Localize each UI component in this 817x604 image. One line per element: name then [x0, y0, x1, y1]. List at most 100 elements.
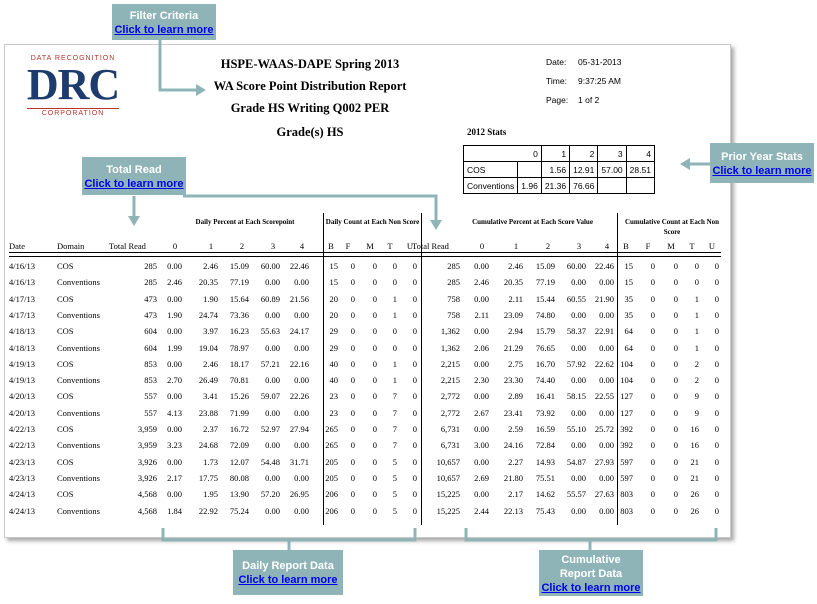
table-cell: 0: [372, 472, 377, 483]
table-cell: 0: [650, 472, 655, 483]
table-cell: 0: [372, 293, 377, 304]
table-cell: 0.00: [167, 293, 182, 304]
prior-learn-more-link[interactable]: Click to learn more: [712, 165, 812, 177]
column-header: 2: [545, 241, 551, 251]
table-cell: 4/19/13: [9, 358, 35, 369]
table-cell: 26.49: [198, 375, 218, 386]
total-read-connector-2: [183, 194, 438, 222]
table-cell: 4/20/13: [9, 391, 35, 402]
table-cell: 22.46: [594, 261, 614, 271]
table-cell: 0: [350, 505, 355, 516]
table-cell: 21.80: [503, 472, 523, 483]
table-cell: 0: [350, 261, 355, 271]
table-cell: 2.75: [508, 358, 523, 369]
table-cell: 35: [624, 309, 634, 320]
table-cell: 24.68: [198, 440, 218, 451]
table-cell: 0: [412, 505, 417, 516]
cumulative-report-data-callout: Cumulative Report Data Click to learn mo…: [539, 550, 643, 596]
logo-top-text: DATA RECOGNITION: [30, 55, 116, 62]
table-cell: 21.29: [503, 342, 523, 353]
table-cell: 0: [412, 407, 417, 418]
filter-criteria-callout: Filter Criteria Click to learn more: [112, 4, 216, 40]
table-cell: 0: [412, 472, 417, 483]
table-cell: 0.00: [265, 309, 280, 320]
table-cell: 0: [412, 375, 417, 386]
table-cell: 0: [714, 261, 719, 271]
table-cell: 0: [392, 326, 397, 337]
prior-callout-title: Prior Year Stats: [721, 151, 803, 163]
arrowhead-prior: [680, 158, 690, 170]
table-cell: 16.59: [535, 424, 555, 434]
daily-learn-more-link[interactable]: Click to learn more: [238, 574, 338, 586]
table-cell: 40: [329, 358, 339, 369]
table-cell: 4,568: [137, 505, 157, 516]
table-cell: 13.90: [229, 489, 249, 500]
table-cell: 0.00: [294, 277, 309, 288]
table-cell: 0: [673, 489, 678, 500]
table-cell: 0.00: [265, 342, 280, 353]
table-cell: 557: [144, 407, 157, 418]
table-cell: 0: [673, 261, 678, 271]
table-cell: 0.00: [167, 489, 182, 500]
table-cell: 73.36: [229, 309, 249, 320]
table-cell: 4/24/13: [9, 489, 35, 500]
table-cell: 0: [412, 342, 417, 353]
table-cell: 35: [624, 293, 634, 304]
table-cell: 4/17/13: [9, 293, 35, 304]
table-cell: 5: [392, 472, 397, 483]
table-cell: 392: [620, 440, 633, 451]
table-cell: 0: [372, 456, 377, 467]
table-cell: 0: [650, 375, 655, 386]
table-cell: 80.08: [229, 472, 249, 483]
table-cell: 4/22/13: [9, 440, 35, 451]
table-cell: 0: [650, 391, 655, 402]
arrowhead-filter: [196, 84, 206, 96]
table-cell: 0: [412, 261, 417, 271]
table-cell: 4/24/13: [9, 505, 35, 516]
table-cell: 0.00: [474, 326, 489, 337]
table-cell: 15,225: [436, 505, 460, 516]
table-cell: 9: [694, 407, 699, 418]
table-cell: 22.55: [594, 391, 614, 402]
table-cell: 22.13: [503, 505, 523, 516]
table-cell: 0: [714, 375, 719, 386]
table-cell: 0: [714, 277, 719, 288]
table-cell: 473: [144, 309, 157, 320]
table-cell: 15: [624, 277, 634, 288]
filter-learn-more-link[interactable]: Click to learn more: [114, 24, 214, 36]
column-header: F: [345, 241, 351, 251]
cumulative-learn-more-link[interactable]: Click to learn more: [541, 582, 641, 594]
table-cell: 5: [392, 505, 397, 516]
table-cell: 4/22/13: [9, 424, 35, 434]
table-cell: 59.07: [260, 391, 280, 402]
table-cell: 22.62: [594, 358, 614, 369]
table-cell: 0: [673, 277, 678, 288]
table-cell: 285: [447, 261, 460, 271]
table-cell: 0.00: [571, 277, 586, 288]
table-cell: 3,959: [137, 424, 157, 434]
table-cell: 3,926: [137, 456, 157, 467]
table-cell: 23.09: [503, 309, 523, 320]
column-header: 0: [479, 241, 485, 251]
table-cell: 0.00: [599, 375, 614, 386]
table-cell: 14.62: [535, 489, 555, 500]
table-cell: 7: [392, 440, 397, 451]
table-cell: 0: [350, 407, 355, 418]
table-cell: 2: [694, 375, 699, 386]
table-cell: 0.00: [294, 309, 309, 320]
table-cell: 21.56: [289, 293, 309, 304]
table-cell: 0: [673, 375, 678, 386]
arrowhead-total-read: [128, 216, 140, 226]
table-cell: 74.80: [535, 309, 555, 320]
table-cell: 2.46: [474, 277, 489, 288]
table-cell: 0: [350, 391, 355, 402]
column-header: 4: [299, 241, 305, 251]
table-cell: 265: [325, 440, 338, 451]
total-read-learn-more-link[interactable]: Click to learn more: [84, 178, 184, 190]
prior-stats-title: 2012 Stats: [467, 127, 507, 137]
table-cell: 604: [144, 342, 157, 353]
table-cell: 0: [412, 358, 417, 369]
table-cell: 54.87: [566, 456, 586, 467]
report-title-assessment: HSPE-WAAS-DAPE Spring 2013: [220, 57, 400, 71]
logo-mark: DRC: [26, 60, 120, 109]
